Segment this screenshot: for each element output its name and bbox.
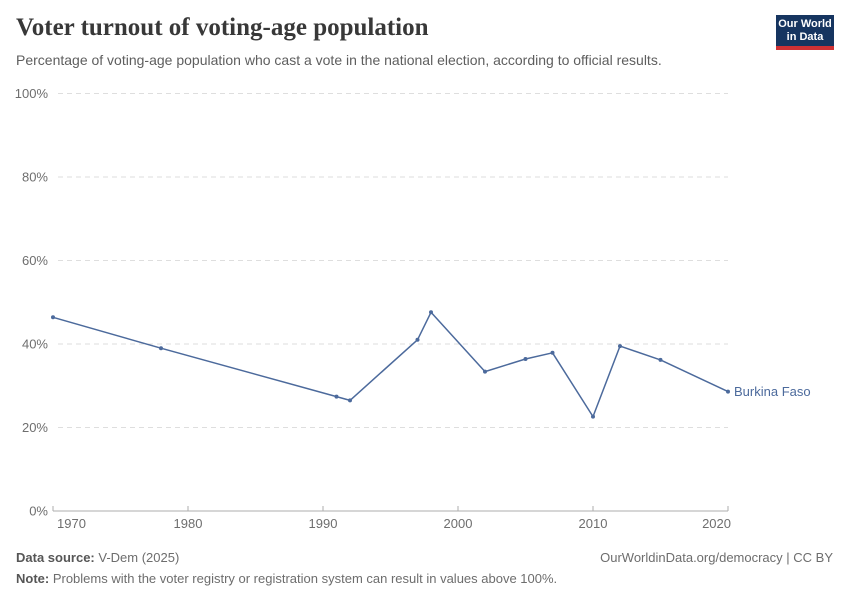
y-axis-label-0: 0% — [29, 504, 48, 519]
note-value: Problems with the voter registry or regi… — [49, 571, 558, 586]
note-line: Note: Problems with the voter registry o… — [16, 571, 557, 586]
data-point-1998[interactable] — [429, 310, 433, 315]
entity-label[interactable]: Burkina Faso — [734, 384, 811, 399]
x-axis-label-1990: 1990 — [309, 516, 338, 531]
owid-attribution-link[interactable]: OurWorldinData.org/democracy | CC BY — [600, 550, 833, 565]
x-axis-label-1970: 1970 — [57, 516, 86, 531]
x-axis-label-2000: 2000 — [444, 516, 473, 531]
data-point-2005[interactable] — [523, 357, 528, 361]
y-axis-label-80: 80% — [22, 170, 48, 185]
data-source-label: Data source: — [16, 550, 95, 565]
owid-logo-line2: in Data — [786, 31, 824, 43]
chart-subtitle: Percentage of voting-age population who … — [16, 52, 662, 68]
page-title: Voter turnout of voting-age population — [16, 14, 429, 41]
data-point-2020[interactable] — [726, 389, 730, 394]
note-label: Note: — [16, 571, 50, 586]
data-point-1991[interactable] — [334, 394, 339, 399]
data-source-value: V-Dem (2025) — [94, 550, 180, 565]
y-axis-label-40: 40% — [22, 337, 48, 352]
owid-logo-line1: Our World — [778, 18, 832, 30]
y-axis-label-20: 20% — [22, 420, 48, 435]
x-axis-label-1980: 1980 — [174, 516, 203, 531]
owid-logo[interactable]: Our World in Data — [776, 15, 834, 50]
x-axis-label-2010: 2010 — [579, 516, 608, 531]
data-point-2002[interactable] — [483, 369, 487, 374]
data-point-1978[interactable] — [159, 346, 163, 351]
data-point-2007[interactable] — [550, 350, 555, 355]
data-source-line: Data source: V-Dem (2025) — [16, 550, 179, 565]
data-point-2012[interactable] — [618, 344, 622, 349]
series-line-burkina-faso[interactable] — [52, 311, 729, 418]
data-point-2010[interactable] — [591, 414, 595, 419]
data-point-1997[interactable] — [415, 337, 420, 342]
y-axis-label-100: 100% — [15, 86, 49, 101]
data-point-1970[interactable] — [51, 315, 55, 320]
data-point-2015[interactable] — [658, 357, 663, 362]
x-axis-label-2020: 2020 — [702, 516, 731, 531]
data-point-1992[interactable] — [348, 398, 352, 403]
y-axis-label-60: 60% — [22, 253, 48, 268]
